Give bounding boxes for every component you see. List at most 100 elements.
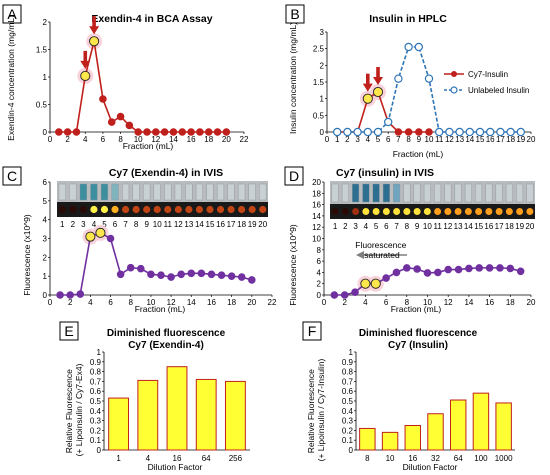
fluorescence-well [526,208,534,215]
x-tick-label: 16 [485,298,494,307]
chart-title: Cy7 (Exendin-4) in IVIS [109,167,223,179]
data-point [506,264,515,273]
fluorescence-well [352,208,360,215]
y-tick-label: 0.5 [342,397,354,406]
data-point [425,128,433,136]
y-tick-label: 0.2 [90,426,102,435]
data-point [384,117,393,127]
y-tick-label: 4 [317,268,322,277]
data-point [147,270,155,279]
fraction-label: 4 [364,222,369,231]
data-point [85,231,96,242]
y-tick-label: 0.6 [342,387,354,396]
fraction-label: 16 [216,220,225,229]
arrow-shaft [376,67,380,78]
x-tick-label: 14 [187,298,196,307]
panel-letter-box [59,321,79,341]
x-tick-label: 20 [527,298,536,307]
data-point [340,291,349,299]
chart-title-line2: Cy7 (Exendin-4) [128,340,204,351]
panel-letter-box [2,4,22,24]
x-tick-label: 7 [396,135,401,144]
panel-letter-box [2,166,22,186]
category-label: 16 [408,454,417,463]
fraction-label: 20 [525,222,534,231]
data-point [455,127,464,137]
data-point [157,271,165,280]
arrow-shaft [366,73,370,85]
x-tick-label: 0 [48,298,53,307]
x-tick-label: 12 [445,135,454,144]
vial [393,183,401,203]
vial [153,183,161,201]
fraction-label: 11 [433,222,442,231]
fluorescence-well [516,208,524,215]
vial [111,183,119,201]
vial [185,183,193,201]
x-tick-label: 13 [455,135,464,144]
plot-area: 00.10.20.30.40.50.60.70.80.911 4 16 64 256 [90,348,250,463]
y-axis-label: Exendin-4 concentration (mg/mL) [6,15,16,141]
vial [216,183,225,201]
annotation-text: Fluorescence saturated [355,240,408,260]
fraction-label: 16 [484,222,493,231]
chart-title-line1: Diminished fluorescence [359,328,478,339]
data-point [353,127,362,137]
x-tick-label: 8 [118,135,123,144]
data-point [177,270,185,279]
fraction-label: 9 [144,220,149,229]
panel-letter: D [289,168,299,184]
fraction-label: 8 [134,220,139,229]
category-label: 10 [386,454,395,463]
data-point [413,265,421,273]
vial [526,183,534,203]
y-tick-label: 0.8 [90,368,102,377]
fluorescence-well [341,208,349,215]
data-point [465,127,474,137]
y-axis-label: Fluorescence (x10^9) [288,224,298,306]
fraction-label: 4 [92,220,97,229]
data-point [116,270,125,279]
data-point [486,127,495,137]
vial [495,183,503,203]
y-tick-label: 2 [43,18,48,27]
y-tick-label: 0.1 [342,436,354,445]
vial [444,183,452,203]
fluorescence-well [174,205,182,214]
fraction-label: 13 [454,222,463,231]
y-tick-label: 0 [43,128,48,137]
vial [341,183,349,203]
vial [259,183,267,201]
fraction-label: 12 [443,222,452,231]
arrow-head [373,77,383,85]
data-point [444,265,453,274]
fluorescence-well [444,208,452,215]
y-tick-label: 0 [320,128,325,137]
fraction-label: 19 [515,222,524,231]
data-point [227,272,236,280]
fraction-label: 10 [153,220,162,229]
vial [132,183,140,201]
y-tick-label: 0.7 [342,377,354,386]
x-tick-label: 8 [405,298,410,307]
x-tick-label: 16 [187,135,196,144]
fluorescence-well [372,208,380,215]
data-point [137,264,145,273]
vial [413,183,421,203]
data-point [330,291,339,299]
x-tick-label: 11 [435,135,444,144]
x-tick-label: 20 [527,135,536,144]
y-tick-label: 4 [43,216,48,225]
y-tick-label: 6 [43,178,48,187]
vial [90,183,98,201]
fraction-label: 6 [384,222,389,231]
x-tick-label: 0 [48,135,53,144]
fluorescence-well [495,208,503,215]
fraction-label: 9 [415,222,420,231]
panel-c: C Cy7 (Exendin-4) in IVIS Fluorescence (… [2,166,277,314]
panel-a: A Exendin-4 in BCA Assay Exendin-4 conce… [2,4,249,151]
vial [227,183,235,201]
fluorescence-well [58,205,66,214]
fluorescence-well [505,208,513,215]
